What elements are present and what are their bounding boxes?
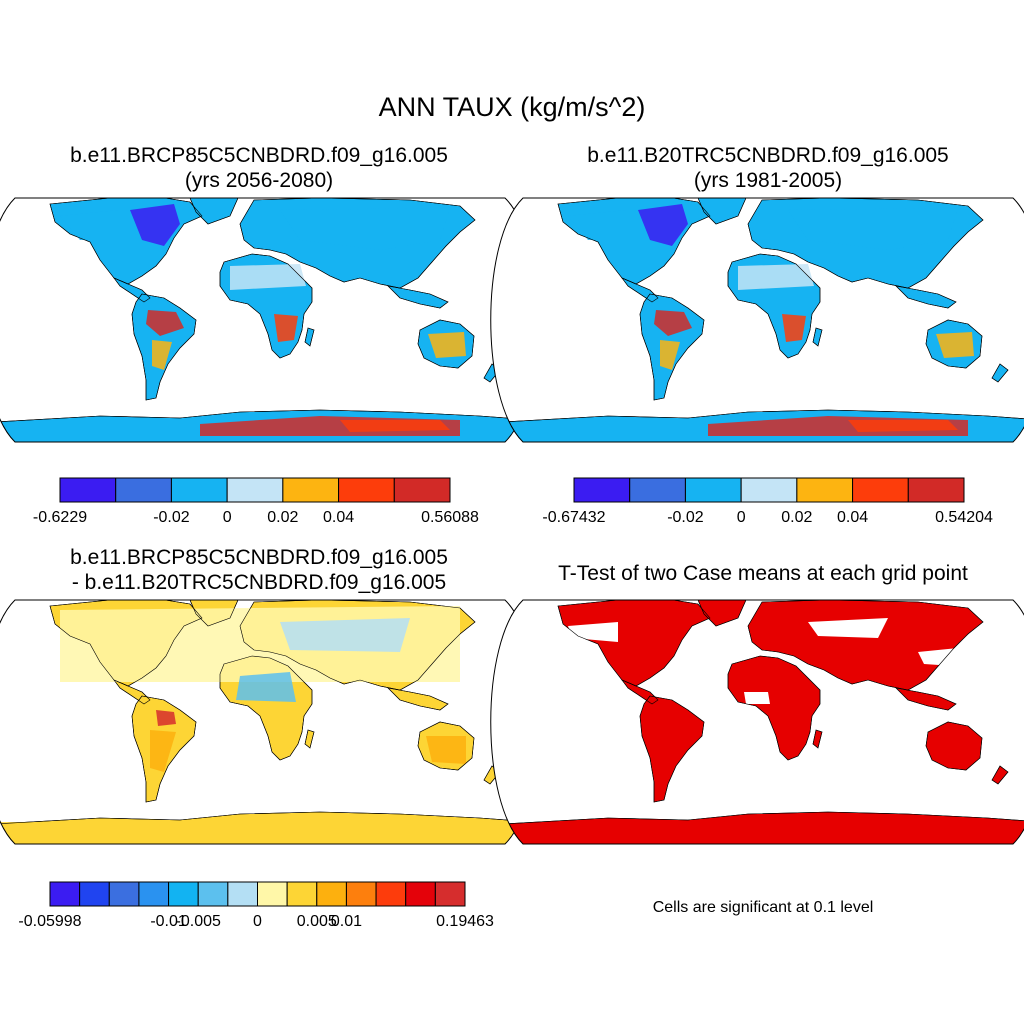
map-difference: [0, 599, 538, 845]
colorbar-box: [345, 881, 377, 907]
value-region: [340, 420, 450, 432]
panel1-title-line2: (yrs 2056-2080): [184, 169, 334, 192]
value-region: [660, 340, 680, 370]
globe-outline: [490, 599, 1024, 845]
value-region: [654, 310, 692, 336]
non-significant-region: [808, 618, 888, 638]
colorbar-case1: -0.6229 -0.02 0 0.02 0.04 0.56088: [33, 477, 479, 526]
value-region: [274, 314, 298, 342]
panel3-title-line2: - b.e11.B20TRC5CNBDRD.f09_g16.005: [71, 571, 447, 594]
colorbar-label: 0.02: [267, 509, 298, 526]
value-region: [280, 618, 410, 652]
colorbar-label: 0: [253, 913, 262, 930]
colorbar-box: [227, 881, 259, 907]
non-significant-region: [918, 648, 958, 666]
colorbar-box: [226, 477, 284, 503]
colorbar-box: [852, 477, 909, 503]
maps-layer: [0, 197, 1024, 845]
colorbar-label: -0.005: [176, 913, 221, 930]
map-ttest: [490, 599, 1024, 845]
colorbar-label: -0.02: [153, 509, 190, 526]
colorbar-label: 0: [223, 509, 232, 526]
value-region: [638, 204, 688, 246]
value-region: [280, 208, 450, 250]
colorbars-layer: -0.6229 -0.02 0 0.02 0.04 0.56088 -0.67432 -0.0…: [18, 477, 993, 930]
value-region: [152, 340, 172, 370]
value-region: [848, 420, 958, 432]
panel2-title-line1: b.e11.B20TRC5CNBDRD.f09_g16.005: [587, 144, 949, 167]
colorbar-box: [740, 477, 798, 503]
colorbar-label: 0.04: [837, 509, 868, 526]
colorbar-box: [796, 477, 854, 503]
colorbar-label: 0.005: [297, 913, 337, 930]
significance-note: Cells are significant at 0.1 level: [652, 899, 874, 916]
colorbar-label: -0.6229: [33, 509, 87, 526]
colorbar-label: 0: [737, 509, 746, 526]
colorbar-box: [168, 881, 199, 907]
colorbar-box: [434, 881, 466, 907]
colorbar-label: -0.05998: [18, 913, 81, 930]
value-region: [236, 672, 296, 702]
non-significant-region: [744, 692, 770, 704]
land-layer: [490, 198, 1024, 442]
value-region: [936, 332, 974, 358]
colorbar-box: [573, 477, 631, 503]
colorbar-box: [59, 477, 117, 503]
colorbar-box: [338, 477, 395, 503]
colorbar-box: [79, 881, 110, 907]
colorbar-box: [684, 477, 742, 503]
colorbar-box: [286, 881, 318, 907]
value-region: [428, 332, 466, 358]
colorbar-box: [138, 881, 170, 907]
colorbar-label: -0.01: [150, 913, 187, 930]
map-case1: [0, 197, 538, 443]
globe-outline: [490, 197, 1024, 443]
colorbar-box: [405, 881, 436, 907]
value-region: [150, 730, 176, 772]
panel1-title-line1: b.e11.BRCP85C5CNBDRD.f09_g16.005: [70, 144, 448, 167]
colorbar-box: [257, 881, 288, 907]
colorbar-label: 0.19463: [436, 913, 494, 930]
panel2-title-line2: (yrs 1981-2005): [693, 169, 843, 192]
colorbar-box: [197, 881, 229, 907]
colorbar-label: 0.04: [323, 509, 354, 526]
colorbar-label: 0.01: [331, 913, 362, 930]
colorbar-box: [629, 477, 686, 503]
colorbar-box: [907, 477, 965, 503]
land-layer: [0, 198, 538, 442]
value-region: [156, 710, 176, 726]
value-region: [60, 210, 120, 240]
value-region: [568, 210, 628, 240]
map-case2: [490, 197, 1024, 443]
land-layer: [490, 600, 1024, 844]
colorbar-label: 0.54204: [935, 509, 993, 526]
colorbar-label: 0.02: [781, 509, 812, 526]
colorbar-label: 0.56088: [421, 509, 479, 526]
colorbar-box: [108, 881, 140, 907]
value-region: [738, 264, 814, 290]
figure-title: ANN TAUX (kg/m/s^2): [378, 92, 646, 122]
value-region: [788, 208, 958, 250]
colorbar-box: [282, 477, 340, 503]
value-region: [782, 314, 806, 342]
value-region: [230, 264, 306, 290]
colorbar-case2: -0.67432 -0.02 0 0.02 0.04 0.54204: [542, 477, 993, 526]
colorbar-box: [393, 477, 451, 503]
colorbar-label: -0.02: [667, 509, 704, 526]
colorbar-box: [375, 881, 407, 907]
colorbar-box: [115, 477, 172, 503]
colorbar-box: [49, 881, 81, 907]
colorbar-box: [316, 881, 347, 907]
value-region: [130, 204, 180, 246]
panel3-title-line1: b.e11.BRCP85C5CNBDRD.f09_g16.005: [70, 546, 448, 569]
colorbar-label: -0.67432: [542, 509, 605, 526]
value-region: [0, 822, 538, 844]
colorbar-box: [170, 477, 228, 503]
value-region: [426, 736, 466, 764]
value-region: [146, 310, 184, 336]
panel4-title: T-Test of two Case means at each grid po…: [558, 562, 968, 585]
